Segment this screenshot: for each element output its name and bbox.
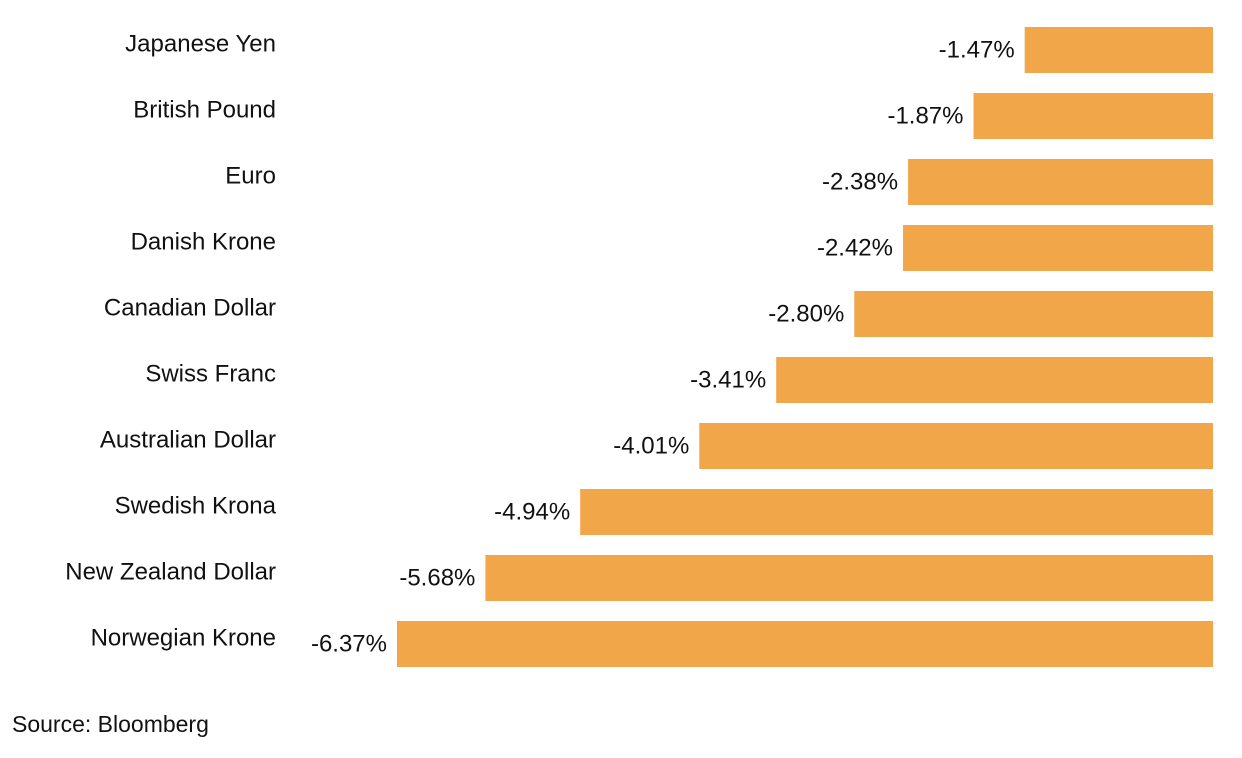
bar — [908, 159, 1213, 205]
source-note: Source: Bloomberg — [12, 711, 209, 737]
bar — [973, 93, 1213, 139]
value-label: -2.38% — [822, 168, 898, 195]
value-label: -4.94% — [494, 498, 570, 525]
category-label: Canadian Dollar — [104, 294, 276, 321]
category-label: New Zealand Dollar — [65, 558, 276, 585]
value-label: -4.01% — [613, 432, 689, 459]
category-label: Swiss Franc — [145, 360, 276, 387]
bar — [485, 555, 1213, 601]
bar — [903, 225, 1213, 271]
category-label: Norwegian Krone — [91, 624, 276, 651]
value-label: -3.41% — [690, 366, 766, 393]
category-label: Japanese Yen — [125, 30, 276, 57]
value-label: -6.37% — [311, 630, 387, 657]
category-label: Euro — [225, 162, 276, 189]
value-label: -1.87% — [887, 102, 963, 129]
bar — [1024, 27, 1213, 73]
category-label: Swedish Krona — [115, 492, 277, 519]
bar — [776, 357, 1213, 403]
value-label: -2.42% — [817, 234, 893, 261]
bar — [580, 489, 1213, 535]
value-label: -5.68% — [399, 564, 475, 591]
value-label: -2.80% — [768, 300, 844, 327]
category-label: Australian Dollar — [100, 426, 276, 453]
bar — [854, 291, 1213, 337]
value-label: -1.47% — [939, 36, 1015, 63]
bar — [397, 621, 1213, 667]
category-label: Danish Krone — [131, 228, 276, 255]
bar — [699, 423, 1213, 469]
category-label: British Pound — [133, 96, 276, 123]
